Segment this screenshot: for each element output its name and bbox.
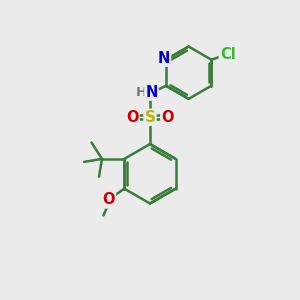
Text: O: O bbox=[103, 192, 115, 207]
Text: N: N bbox=[145, 85, 158, 100]
Text: S: S bbox=[145, 110, 155, 125]
Text: O: O bbox=[126, 110, 139, 125]
Text: Cl: Cl bbox=[220, 47, 236, 62]
Text: O: O bbox=[161, 110, 174, 125]
Text: N: N bbox=[158, 51, 170, 66]
Text: H: H bbox=[136, 85, 147, 98]
